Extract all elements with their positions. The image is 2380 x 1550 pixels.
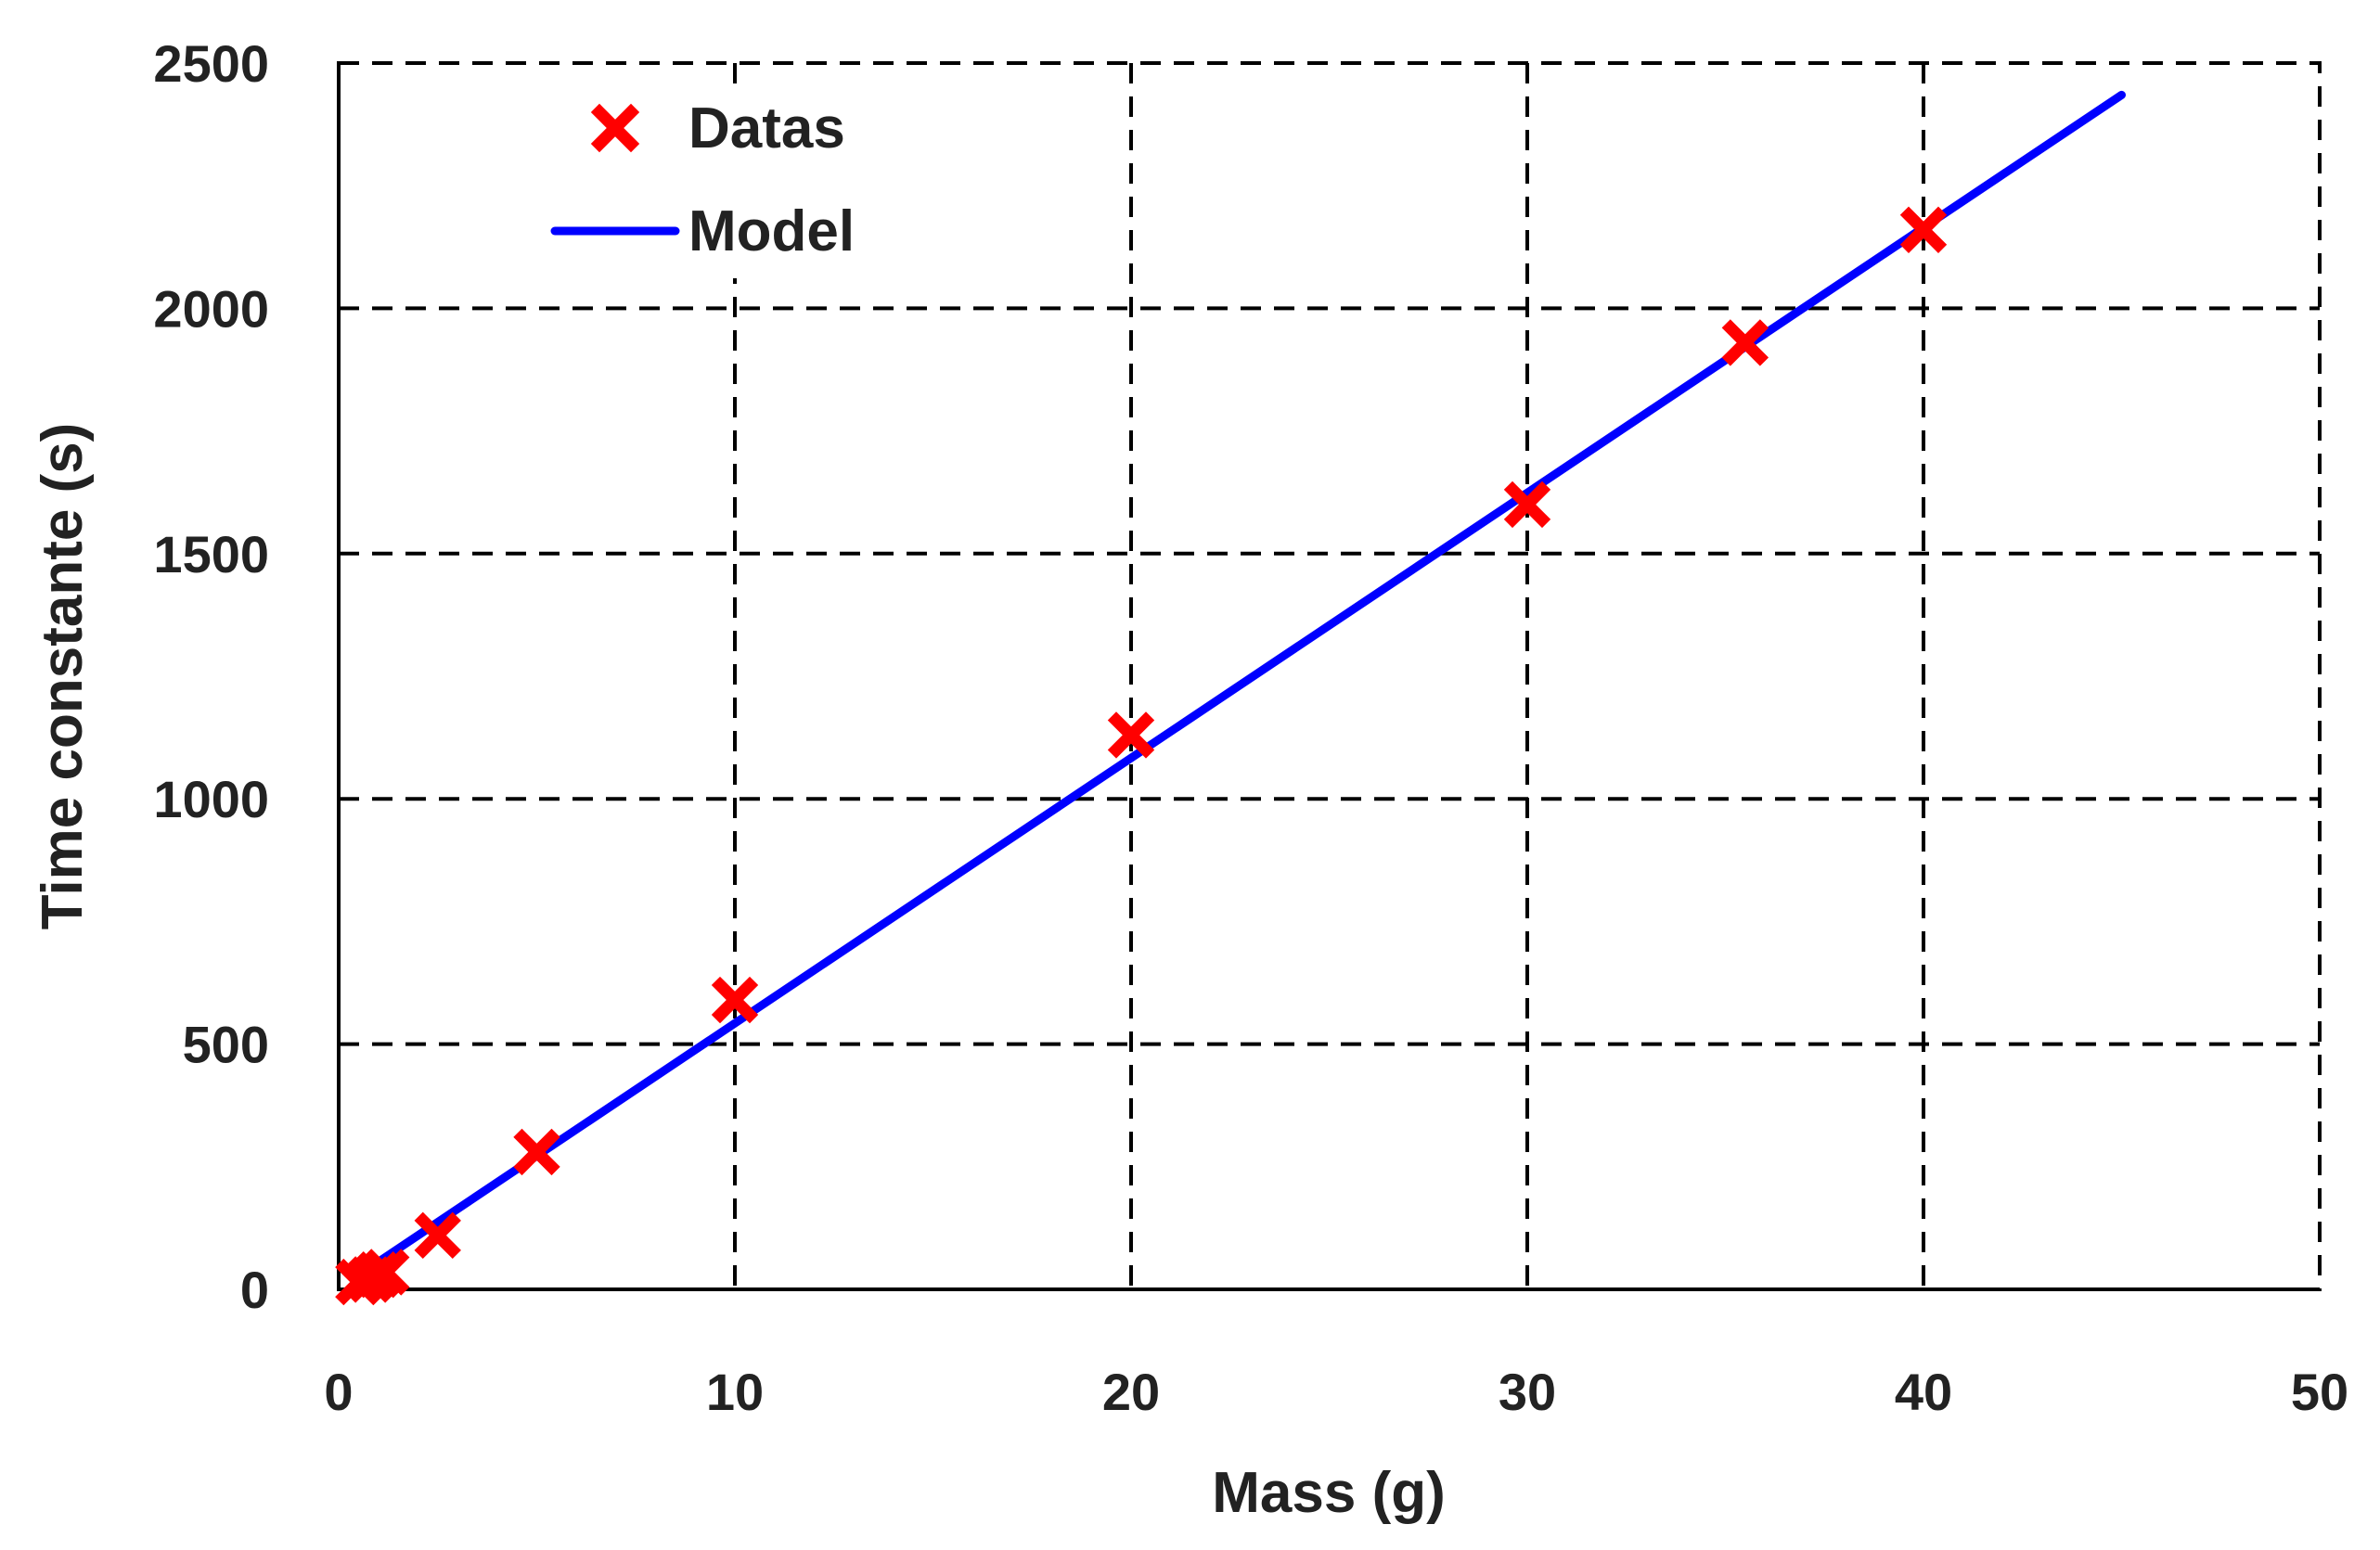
data-point-4-stroke-b [363, 1249, 410, 1296]
data-point-6-stroke-b [513, 1128, 560, 1176]
legend-datas-label: Datas [688, 96, 845, 160]
data-point-8-stroke-b [1107, 711, 1155, 759]
series-model-line [366, 90, 2126, 1272]
x-tick-label-50: 50 [2291, 1363, 2348, 1421]
legend-datas-marker [590, 103, 640, 153]
data-point-9 [1503, 480, 1551, 529]
legend-datas-x-icon [590, 103, 640, 153]
series [335, 90, 2126, 1306]
data-point-5-stroke-b [414, 1211, 461, 1260]
y-tick-label-0: 0 [240, 1261, 269, 1319]
y-tick-label-2000: 2000 [153, 279, 269, 338]
y-tick-label-500: 500 [183, 1016, 269, 1074]
data-point-10 [1721, 319, 1769, 366]
legend-datas-x-icon-stroke-b [590, 103, 640, 153]
data-point-5 [414, 1211, 461, 1260]
data-point-11 [1899, 206, 1948, 253]
x-tick-label-20: 20 [1102, 1363, 1160, 1421]
x-tick-label-30: 30 [1499, 1363, 1556, 1421]
data-point-10-stroke-b [1721, 319, 1769, 366]
data-point-6 [513, 1128, 560, 1176]
y-tick-label-1000: 1000 [153, 770, 269, 828]
legend: Datas Model [538, 83, 909, 278]
y-tick-label-2500: 2500 [153, 34, 269, 93]
legend-model-label: Model [688, 199, 855, 263]
data-point-7-stroke-b [711, 976, 759, 1024]
data-point-7 [711, 976, 759, 1024]
data-point-8 [1107, 711, 1155, 759]
x-tick-label-0: 0 [324, 1363, 353, 1421]
data-point-4 [363, 1249, 410, 1296]
x-tick-label-10: 10 [706, 1363, 764, 1421]
x-axis-title: Mass (g) [1212, 1461, 1445, 1525]
x-tick-label-40: 40 [1895, 1363, 1952, 1421]
data-point-11-stroke-b [1899, 206, 1948, 253]
grid [339, 63, 2320, 1289]
data-point-9-stroke-b [1503, 480, 1551, 529]
y-axis-title: Time constante (s) [31, 423, 95, 930]
y-tick-label-1500: 1500 [153, 525, 269, 583]
